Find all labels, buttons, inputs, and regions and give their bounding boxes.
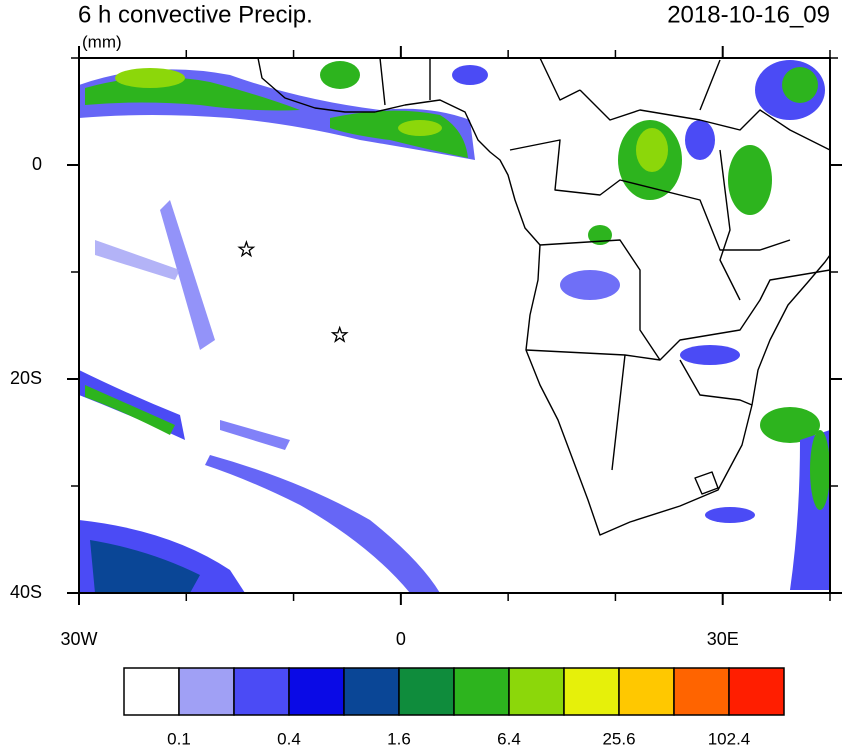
colorbar-box [563, 667, 620, 716]
unit: (mm) [82, 32, 122, 51]
x-tick-label: 0 [396, 629, 406, 649]
x-tick-label: 30W [60, 629, 97, 649]
colorbar-label: 1.6 [387, 729, 411, 748]
site-marker [237, 239, 256, 258]
colorbar-label: 0.1 [167, 729, 191, 748]
colorbar-label: 6.4 [497, 729, 521, 748]
colorbar-box [508, 667, 565, 716]
colorbar-box [233, 667, 290, 716]
x-tick-label: 30E [707, 629, 739, 649]
colorbar-box [398, 667, 455, 716]
y-tick-label: 40S [10, 582, 42, 602]
plot-frame [78, 57, 831, 594]
colorbar-box [343, 667, 400, 716]
site-marker [330, 325, 349, 343]
colorbar-box [618, 667, 675, 716]
colorbar-box [288, 667, 345, 716]
precip-field [79, 60, 830, 593]
colorbar-box [123, 667, 180, 716]
borders [257, 58, 830, 536]
colorbar-box [673, 667, 730, 716]
title: 6 h convective Precip. [78, 1, 313, 28]
colorbar-box [728, 667, 785, 716]
date: 2018-10-16_09 [667, 1, 830, 28]
colorbar-label: 102.4 [708, 729, 751, 748]
colorbar-box [453, 667, 510, 716]
colorbar-box [178, 667, 235, 716]
y-tick-label: 0 [32, 154, 42, 174]
y-tick-label: 20S [10, 368, 42, 388]
colorbar-label: 0.4 [277, 729, 301, 748]
colorbar-label: 25.6 [602, 729, 635, 748]
